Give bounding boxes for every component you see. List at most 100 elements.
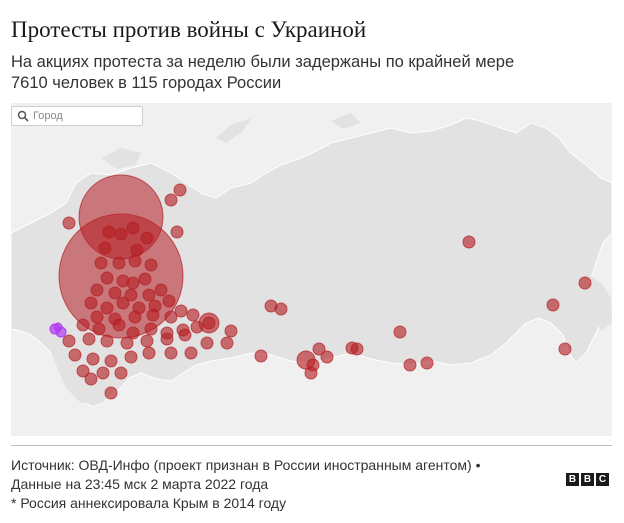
protest-marker[interactable] [160,332,174,346]
map-canvas[interactable] [11,103,612,436]
crimea-note: * Россия аннексировала Крым в 2014 году [11,495,287,511]
protest-marker[interactable] [142,346,156,360]
protest-markers [49,174,592,400]
protest-marker[interactable] [186,308,200,322]
protest-marker[interactable] [94,256,108,270]
protest-marker[interactable] [184,346,198,360]
kola-land [101,148,141,169]
protest-marker[interactable] [170,225,184,239]
footer-divider [11,445,612,446]
source-line-1: Источник: ОВД-Инфо (проект признан в Рос… [11,457,481,473]
protest-marker[interactable] [76,318,90,332]
protest-marker[interactable] [126,221,140,235]
protest-marker[interactable] [462,235,476,249]
page-title: Протесты против войны с Украиной [11,17,367,42]
protest-marker[interactable] [304,366,318,380]
caucasus-land [51,353,106,403]
protest-marker[interactable] [546,298,560,312]
protest-marker[interactable] [68,348,82,362]
protest-marker[interactable] [128,254,142,268]
protest-marker[interactable] [102,225,116,239]
sakhalin-land [568,283,577,343]
protest-marker[interactable] [124,288,138,302]
protest-marker[interactable] [112,256,126,270]
protest-marker[interactable] [142,288,156,302]
protest-marker[interactable] [140,334,154,348]
protest-marker[interactable] [178,328,192,342]
protest-marker[interactable] [128,310,142,324]
protest-marker[interactable] [164,310,178,324]
subtitle-line-1: На акциях протеста за неделю были задерж… [11,53,515,71]
protest-marker[interactable] [200,336,214,350]
protest-marker[interactable] [126,326,140,340]
protest-marker[interactable] [254,349,268,363]
protest-marker[interactable] [164,346,178,360]
city-search[interactable] [11,106,143,126]
protest-marker[interactable] [92,322,106,336]
protest-marker[interactable] [84,296,98,310]
protest-marker[interactable] [62,334,76,348]
protest-marker[interactable] [124,350,138,364]
protest-marker[interactable] [100,271,114,285]
protest-marker[interactable] [96,366,110,380]
novaya-zemlya-land [216,118,251,143]
protest-marker[interactable] [403,358,417,372]
protest-map[interactable] [11,103,612,436]
protest-marker[interactable] [104,354,118,368]
protest-marker[interactable] [112,318,126,332]
subtitle-line-2: 7610 человек в 115 городах России [11,74,282,92]
footer-notes: Источник: ОВД-Инфо (проект признан в Рос… [11,456,551,513]
protest-marker[interactable] [220,336,234,350]
protest-marker[interactable] [90,283,104,297]
bbc-logo-letter-b1: B [566,473,579,486]
protest-marker[interactable] [144,258,158,272]
protest-marker[interactable] [393,325,407,339]
protest-marker[interactable] [146,308,160,322]
bbc-logo-letter-c: C [596,473,609,486]
protest-marker[interactable] [144,322,158,336]
protest-marker[interactable] [138,272,152,286]
protest-marker[interactable] [114,366,128,380]
crimea-protest-marker[interactable] [53,322,63,332]
bbc-logo: B B C [566,473,609,486]
protest-marker[interactable] [86,352,100,366]
page-subtitle: На акциях протеста за неделю были задерж… [11,52,611,94]
protest-marker[interactable] [120,336,134,350]
city-search-input[interactable] [31,110,135,122]
protest-marker[interactable] [140,231,154,245]
protest-marker[interactable] [578,276,592,290]
protest-marker[interactable] [90,310,104,324]
protest-marker[interactable] [162,294,176,308]
protest-marker[interactable] [100,301,114,315]
protest-marker[interactable] [320,350,334,364]
protest-marker[interactable] [104,386,118,400]
protest-marker[interactable] [116,296,130,310]
source-line-2: Данные на 23:45 мск 2 марта 2022 года [11,476,269,492]
protest-marker[interactable] [154,283,168,297]
protest-marker[interactable] [312,342,326,356]
protest-marker[interactable] [173,183,187,197]
protest-marker[interactable] [100,334,114,348]
severnaya-zemlya-land [331,113,361,129]
protest-marker[interactable] [350,342,364,356]
protest-marker[interactable] [130,243,144,257]
protest-marker[interactable] [420,356,434,370]
protest-marker[interactable] [76,364,90,378]
protest-marker[interactable] [114,227,128,241]
protest-marker[interactable] [198,312,220,334]
protest-marker[interactable] [164,193,178,207]
bbc-logo-letter-b2: B [581,473,594,486]
protest-marker[interactable] [174,304,188,318]
protest-marker[interactable] [108,286,122,300]
kaliningrad-land [13,251,23,261]
kamchatka-land [586,273,612,331]
protest-marker[interactable] [274,302,288,316]
protest-marker[interactable] [98,241,112,255]
protest-marker[interactable] [82,332,96,346]
protest-marker[interactable] [62,216,76,230]
protest-marker[interactable] [558,342,572,356]
search-icon [17,110,29,122]
protest-marker[interactable] [224,324,238,338]
protest-marker[interactable] [84,372,98,386]
protest-marker[interactable] [126,276,140,290]
